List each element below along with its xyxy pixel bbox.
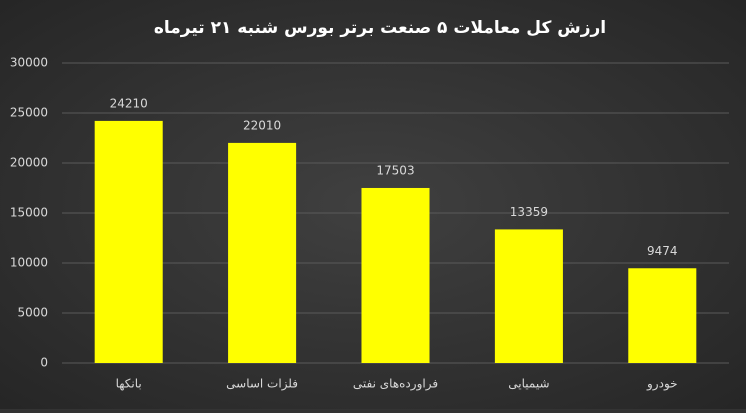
x-tick-label: فلزات اساسی <box>226 377 298 392</box>
y-tick-label: 30000 <box>10 56 48 70</box>
x-tick-label: فراورده‌های نفتی <box>353 377 438 392</box>
y-tick-label: 15000 <box>10 206 48 220</box>
data-label: 17503 <box>376 163 414 177</box>
y-tick-label: 0 <box>40 356 48 370</box>
data-label: 13359 <box>510 205 548 219</box>
x-tick-label: بانکها <box>116 377 142 391</box>
bar <box>361 187 430 363</box>
data-label: 9474 <box>647 244 678 258</box>
y-tick-label: 5000 <box>17 306 48 320</box>
chart-title: ارزش کل معاملات ۵ صنعت برتر بورس شنبه ۲۱… <box>154 18 606 38</box>
x-tick-label: شیمیایی <box>508 377 549 391</box>
bar <box>228 142 297 363</box>
bar <box>628 268 697 363</box>
bar <box>494 229 563 363</box>
y-tick-label: 25000 <box>10 106 48 120</box>
y-tick-label: 20000 <box>10 156 48 170</box>
y-tick-label: 10000 <box>10 256 48 270</box>
data-label: 24210 <box>110 96 148 110</box>
bar <box>94 120 163 364</box>
x-tick-label: خودرو <box>646 377 678 392</box>
data-label: 22010 <box>243 118 281 132</box>
